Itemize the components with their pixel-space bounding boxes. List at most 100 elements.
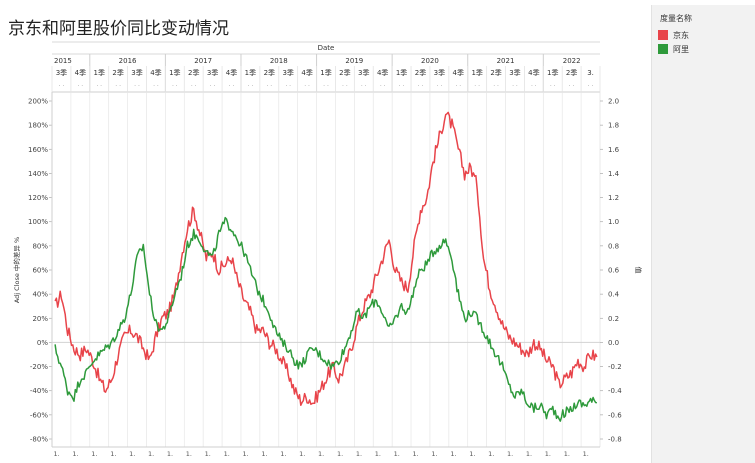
quarter-sub-dots: . .	[455, 81, 461, 88]
legend-item-jd[interactable]: 京东	[658, 29, 689, 41]
bottom-tick-label: 1.	[91, 450, 97, 458]
quarter-label: 1季	[245, 68, 256, 77]
quarter-sub-dots: . .	[59, 81, 65, 88]
legend-label-jd: 京东	[673, 30, 689, 40]
right-tick-label: 0.0	[608, 339, 619, 347]
quarter-label: 2季	[339, 68, 350, 77]
quarter-label: 2季	[566, 68, 577, 77]
left-tick-label: 80%	[32, 242, 48, 250]
bottom-tick-label: 1.	[545, 450, 551, 458]
bottom-tick-label: 1.	[564, 450, 570, 458]
quarter-sub-dots: . .	[399, 81, 405, 88]
year-label: 2018	[270, 57, 288, 65]
bottom-tick-label: 1.	[242, 450, 248, 458]
bottom-tick-label: 1.	[394, 450, 400, 458]
quarter-label: 3季	[358, 68, 369, 77]
bottom-tick-label: 1.	[205, 450, 211, 458]
left-tick-label: 140%	[28, 170, 48, 178]
bottom-tick-label: 1.	[72, 450, 78, 458]
quarter-label: 3季	[509, 68, 520, 77]
quarter-sub-dots: . .	[588, 81, 594, 88]
quarter-sub-dots: . .	[437, 81, 443, 88]
quarter-sub-dots: . .	[191, 81, 197, 88]
quarter-label: 4季	[150, 68, 161, 77]
quarter-sub-dots: . .	[380, 81, 386, 88]
bottom-tick-label: 1.	[488, 450, 494, 458]
legend-panel: 度量名称 京东 阿里	[651, 5, 755, 463]
quarter-label: 2季	[188, 68, 199, 77]
bottom-tick-label: 1.	[450, 450, 456, 458]
quarter-sub-dots: . .	[115, 81, 121, 88]
quarter-label: 2季	[415, 68, 426, 77]
left-tick-label: 0%	[37, 339, 48, 347]
bottom-tick-label: 1.	[224, 450, 230, 458]
quarter-label: 1季	[396, 68, 407, 77]
right-tick-label: -0.8	[608, 436, 622, 444]
quarter-label: 1季	[471, 68, 482, 77]
quarter-label: 1季	[320, 68, 331, 77]
left-tick-label: 40%	[32, 291, 48, 299]
quarter-sub-dots: . .	[361, 81, 367, 88]
quarter-label: 2季	[490, 68, 501, 77]
left-tick-label: 60%	[32, 267, 48, 275]
bottom-tick-label: 1.	[413, 450, 419, 458]
quarter-sub-dots: . .	[569, 81, 575, 88]
right-axis-title: 值	[634, 267, 643, 274]
bottom-tick-label: 1.	[110, 450, 116, 458]
legend-swatch-jd	[658, 30, 668, 40]
quarter-label: 4季	[377, 68, 388, 77]
legend-item-ali[interactable]: 阿里	[658, 43, 689, 55]
quarter-label: 4季	[453, 68, 464, 77]
bottom-tick-label: 1.	[375, 450, 381, 458]
right-tick-label: 0.8	[608, 242, 619, 250]
quarter-sub-dots: . .	[512, 81, 518, 88]
quarter-label: 3季	[282, 68, 293, 77]
right-tick-label: 0.6	[608, 267, 620, 275]
left-tick-label: 20%	[32, 315, 48, 323]
left-tick-label: 120%	[28, 194, 48, 202]
bottom-tick-label: 1.	[54, 450, 60, 458]
quarter-label: 1季	[169, 68, 180, 77]
right-tick-label: 0.2	[608, 315, 619, 323]
bottom-tick-label: 1.	[337, 450, 343, 458]
quarter-sub-dots: . .	[248, 81, 254, 88]
quarter-sub-dots: . .	[550, 81, 556, 88]
quarter-sub-dots: . .	[323, 81, 329, 88]
bottom-tick-label: 1.	[469, 450, 475, 458]
quarter-sub-dots: . .	[96, 81, 102, 88]
right-tick-label: 1.2	[608, 194, 619, 202]
left-tick-label: -60%	[30, 411, 48, 419]
quarter-label: 3季	[207, 68, 218, 77]
top-axis-title: Date	[318, 44, 335, 52]
legend-label-ali: 阿里	[673, 44, 689, 54]
quarter-label: 3.	[587, 69, 594, 77]
quarter-label: 3季	[434, 68, 445, 77]
year-label: 2021	[497, 57, 515, 65]
bottom-tick-label: 1.	[431, 450, 437, 458]
quarter-label: 4季	[528, 68, 539, 77]
series-line-jd	[54, 111, 598, 407]
quarter-sub-dots: . .	[134, 81, 140, 88]
quarter-sub-dots: . .	[304, 81, 310, 88]
year-label: 2015	[54, 57, 72, 65]
left-tick-label: -20%	[30, 363, 48, 371]
right-tick-label: 2.0	[608, 98, 619, 106]
bottom-tick-label: 1.	[356, 450, 362, 458]
year-label: 2017	[194, 57, 212, 65]
bottom-tick-label: 1.	[167, 450, 173, 458]
bottom-tick-label: 1.	[526, 450, 532, 458]
chart-title: 京东和阿里股价同比变动情况	[8, 19, 229, 39]
right-tick-label: 1.4	[608, 170, 620, 178]
bottom-tick-label: 1.	[583, 450, 589, 458]
quarter-label: 3季	[56, 68, 67, 77]
quarter-sub-dots: . .	[418, 81, 424, 88]
quarter-sub-dots: . .	[531, 81, 537, 88]
left-tick-label: 180%	[28, 122, 48, 130]
quarter-label: 4季	[226, 68, 237, 77]
quarter-label: 4季	[301, 68, 312, 77]
bottom-tick-label: 1.	[507, 450, 513, 458]
year-label: 2019	[345, 57, 363, 65]
bottom-tick-label: 1.	[129, 450, 135, 458]
legend-swatch-ali	[658, 44, 668, 54]
quarter-sub-dots: . .	[210, 81, 216, 88]
